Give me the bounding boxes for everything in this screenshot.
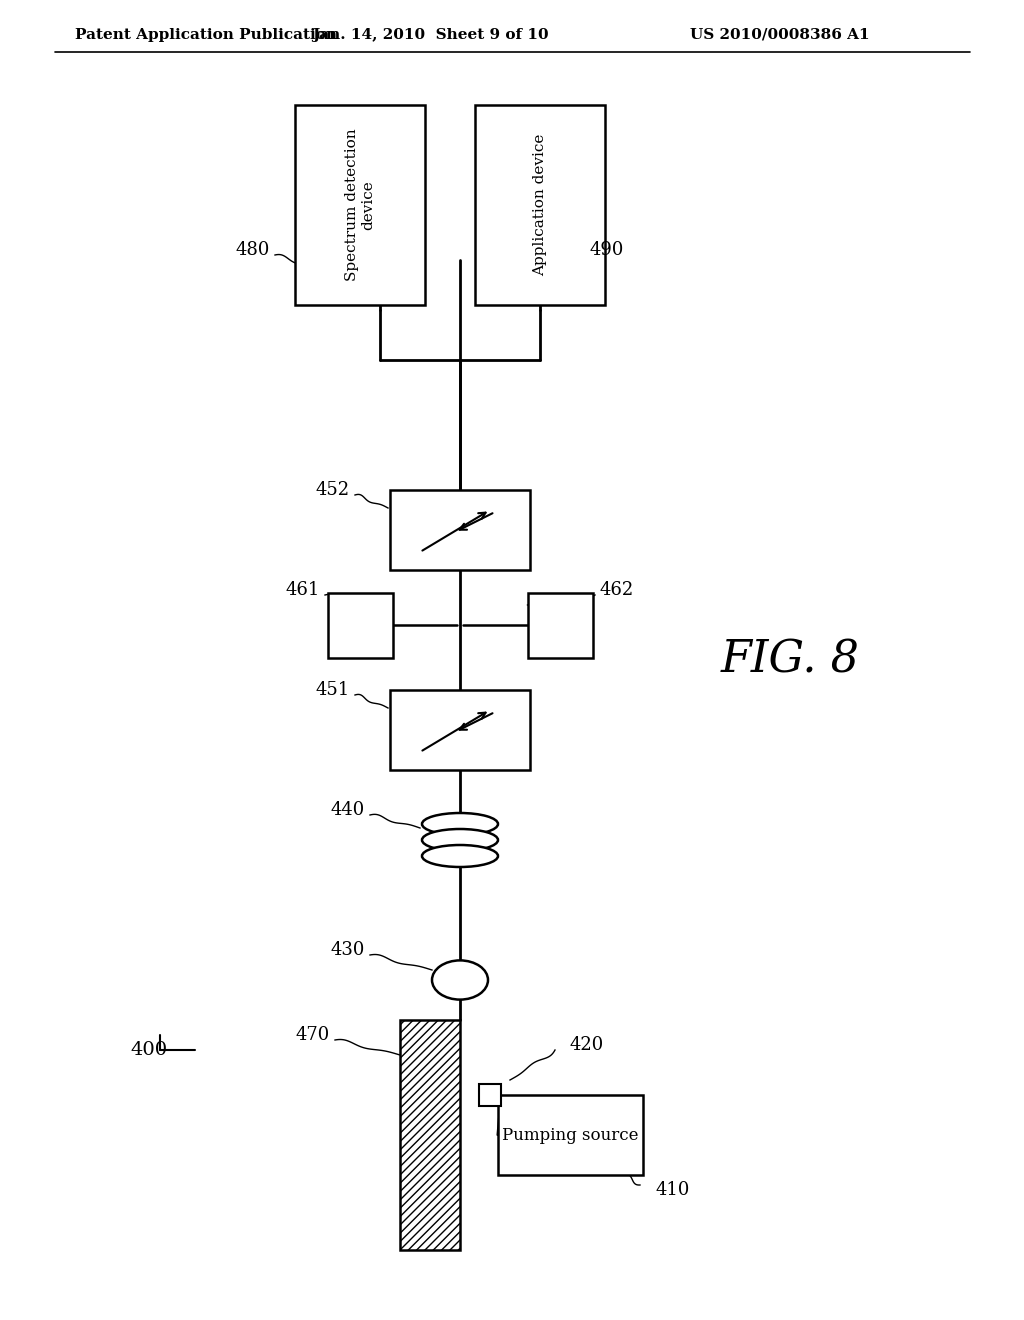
FancyBboxPatch shape	[328, 593, 392, 657]
Text: 420: 420	[570, 1036, 604, 1053]
Text: 470: 470	[296, 1026, 330, 1044]
Ellipse shape	[422, 829, 498, 851]
Bar	[390, 490, 530, 570]
Bar	[400, 1020, 460, 1250]
Text: 452: 452	[315, 480, 350, 499]
Text: Pumping source: Pumping source	[502, 1126, 638, 1143]
Text: 400: 400	[130, 1041, 167, 1059]
Bar	[498, 1096, 642, 1175]
Text: 490: 490	[590, 242, 625, 259]
Text: 461: 461	[286, 581, 319, 599]
Text: 410: 410	[655, 1181, 689, 1199]
Bar	[390, 690, 530, 770]
Text: 440: 440	[331, 801, 365, 818]
Bar	[400, 1020, 460, 1250]
Ellipse shape	[422, 845, 498, 867]
FancyBboxPatch shape	[527, 593, 593, 657]
Text: FIG. 8: FIG. 8	[721, 639, 859, 681]
Text: 430: 430	[331, 941, 365, 960]
Text: Jan. 14, 2010  Sheet 9 of 10: Jan. 14, 2010 Sheet 9 of 10	[311, 28, 548, 42]
Text: Patent Application Publication: Patent Application Publication	[75, 28, 337, 42]
Text: US 2010/0008386 A1: US 2010/0008386 A1	[690, 28, 869, 42]
Text: 462: 462	[600, 581, 634, 599]
Bar	[479, 1084, 501, 1106]
Bar	[475, 106, 605, 305]
Text: Application device: Application device	[534, 133, 547, 276]
Text: Spectrum detection
device: Spectrum detection device	[345, 128, 375, 281]
Bar	[295, 106, 425, 305]
Ellipse shape	[432, 961, 488, 999]
Text: 451: 451	[315, 681, 350, 700]
Text: 480: 480	[236, 242, 270, 259]
Ellipse shape	[422, 813, 498, 836]
